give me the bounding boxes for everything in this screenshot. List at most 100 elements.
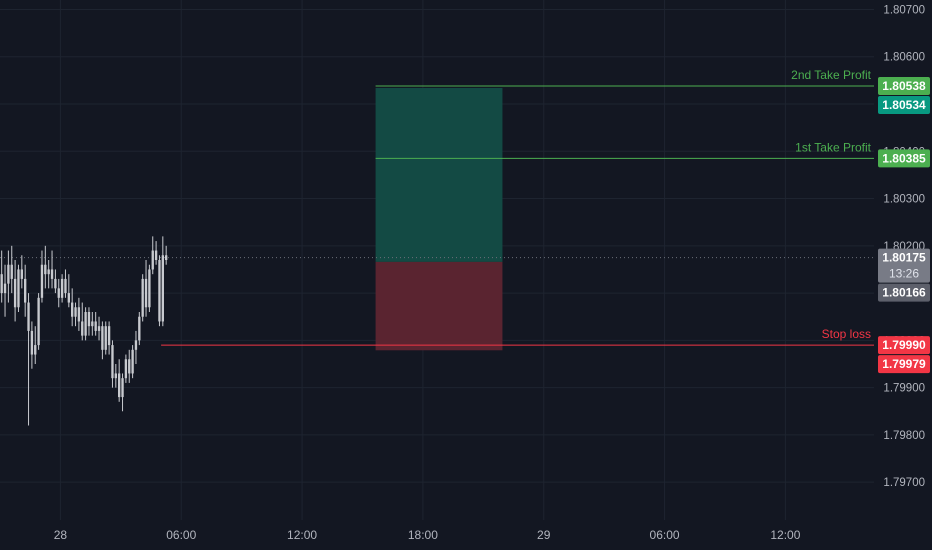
badge-background [878, 77, 930, 96]
candle-body [134, 340, 138, 350]
candle-body [144, 278, 148, 308]
candle [101, 321, 104, 360]
prev-badge: 1.80166 [878, 283, 930, 302]
candle-body [84, 312, 87, 336]
candle [60, 274, 64, 303]
candle-body [13, 278, 17, 308]
level-lines[interactable]: 2nd Take Profit 1st Take Profit Stop loss [161, 68, 874, 346]
candle [107, 321, 111, 355]
candle [121, 373, 124, 412]
stop-loss-badge: 1.79990 [878, 336, 930, 355]
candle-body [77, 307, 81, 322]
candle [81, 302, 84, 341]
price-tick-label: 1.80700 [883, 4, 925, 16]
candle-body [111, 345, 114, 379]
take-profit-1-label: 1st Take Profit [795, 140, 871, 154]
candle [64, 269, 67, 298]
time-tick-label: 06:00 [166, 528, 196, 542]
candle-body [34, 345, 37, 355]
candle-body [131, 349, 134, 374]
candle-body [94, 321, 97, 331]
candle [84, 307, 87, 341]
candle [37, 293, 40, 350]
candle [118, 359, 121, 402]
candle [74, 302, 77, 327]
take-profit-2-label: 2nd Take Profit [791, 68, 871, 82]
candle-body [101, 326, 104, 350]
candle [13, 260, 17, 322]
candle-body [158, 260, 161, 322]
candle-body [161, 255, 164, 322]
candle-body [57, 288, 60, 298]
candle [128, 349, 131, 383]
badge-background [878, 336, 930, 355]
badge-value: 1.80166 [882, 286, 926, 300]
candle-body [148, 269, 151, 308]
candle [20, 255, 23, 289]
badge-value: 1.80385 [882, 151, 926, 165]
candle-body [107, 326, 111, 346]
candle-body [118, 373, 121, 398]
candle-body [91, 321, 94, 327]
time-tick-label: 12:00 [770, 528, 800, 542]
time-axis[interactable]: 28 06:00 12:00 18:00 29 06:00 12:00 [54, 528, 801, 542]
candle-body [0, 274, 3, 294]
candle [34, 326, 37, 364]
candle [134, 330, 138, 364]
position-zones[interactable] [375, 87, 503, 351]
candle [10, 245, 13, 294]
candle [67, 274, 70, 308]
take-profit-badge: 1.80385 [878, 149, 930, 168]
candle [0, 250, 3, 303]
price-tick-label: 1.79700 [883, 477, 925, 489]
price-tick-label: 1.79800 [883, 430, 925, 442]
entry-badge: 1.80534 [878, 96, 930, 115]
candle-body [67, 293, 70, 303]
candle [91, 312, 94, 336]
candle-body [30, 330, 34, 355]
time-tick-label: 28 [54, 528, 68, 542]
candle-body [27, 302, 30, 331]
candle [164, 245, 168, 265]
candle [44, 245, 47, 289]
badge-countdown: 13:26 [889, 267, 919, 281]
badge-value: 1.80538 [882, 79, 926, 93]
candle-body [20, 269, 23, 279]
candle [77, 297, 81, 331]
candle [161, 236, 164, 327]
badge-value: 1.79979 [882, 357, 926, 371]
candle-body [121, 378, 124, 398]
candle-body [44, 264, 47, 275]
candle [54, 269, 57, 294]
candle [141, 274, 144, 322]
take-profit-badge: 1.80538 [878, 77, 930, 96]
badge-background [878, 149, 930, 168]
price-badge: 1.80175 13:26 [878, 248, 930, 283]
price-tick-label: 1.79900 [883, 383, 925, 395]
candle-body [81, 321, 84, 336]
candle-body [50, 269, 54, 279]
candle [124, 354, 128, 383]
candle-body [138, 316, 141, 341]
candle [30, 321, 34, 369]
candle [158, 255, 161, 327]
profit-zone[interactable] [375, 87, 503, 262]
candle [87, 307, 91, 336]
price-badges: 1.80538 1.80534 1.80385 1.80175 13:26 1.80166… [878, 77, 930, 374]
badge-value: 1.79990 [882, 338, 926, 352]
candle-body [104, 326, 107, 350]
price-tick-label: 1.80300 [883, 194, 925, 206]
candle-body [60, 278, 64, 298]
candle [47, 260, 50, 289]
candle-body [64, 278, 67, 294]
candle [154, 241, 158, 265]
badge-background [878, 96, 930, 115]
badge-background [878, 283, 930, 302]
candle [114, 364, 117, 388]
candle-body [40, 264, 44, 298]
candlestick-series [0, 236, 168, 426]
candle [17, 264, 20, 312]
loss-zone[interactable] [375, 261, 503, 351]
candle-body [71, 302, 74, 317]
